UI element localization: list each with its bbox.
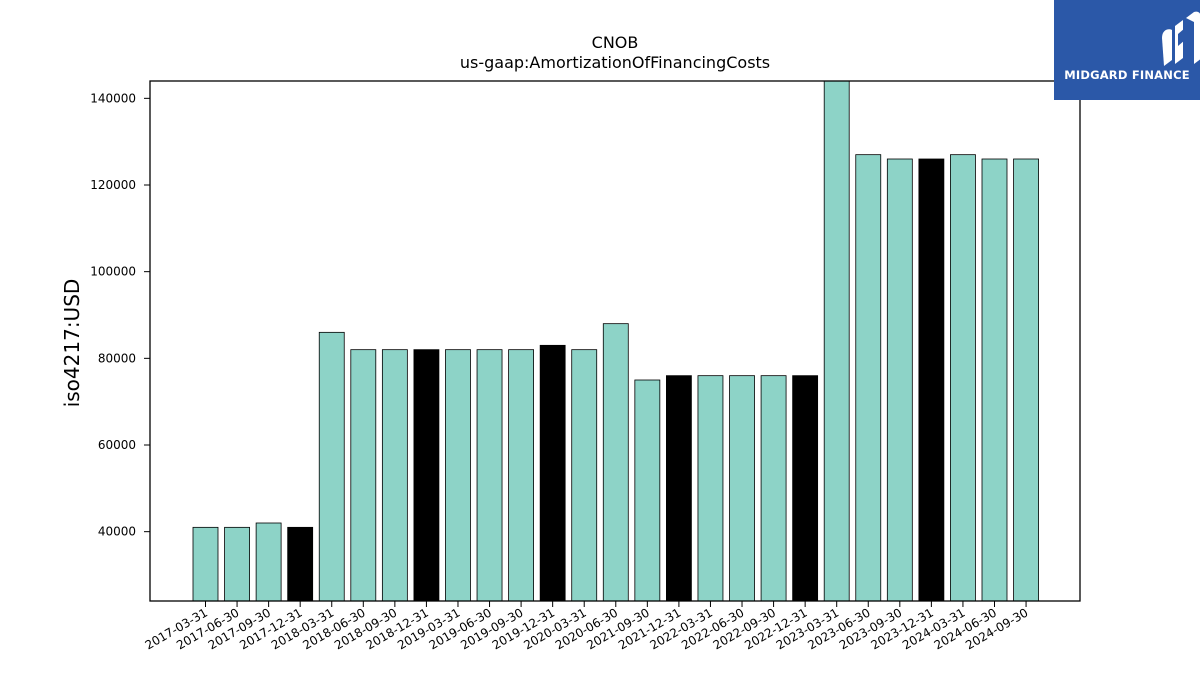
bar-2017-06-30 bbox=[224, 526, 250, 601]
y-tick-label: 140000 bbox=[90, 91, 136, 105]
bar-2022-12-31 bbox=[792, 375, 819, 601]
logo-mark-icon bbox=[1162, 11, 1200, 66]
bar-2018-03-31 bbox=[318, 331, 345, 601]
x-axis: 2017-03-312017-06-302017-09-302017-12-31… bbox=[143, 601, 1031, 652]
bar-2024-03-31 bbox=[950, 154, 976, 601]
bar-2017-09-30 bbox=[255, 522, 282, 601]
y-tick-label: 80000 bbox=[98, 351, 136, 365]
bar-2021-12-31 bbox=[666, 375, 692, 601]
bar-2021-09-30 bbox=[634, 379, 661, 601]
logo-text: MIDGARD FINANCE bbox=[1064, 68, 1190, 82]
bar-2024-06-30 bbox=[981, 158, 1008, 601]
bar-2022-09-30 bbox=[760, 375, 787, 601]
bar-2018-09-30 bbox=[381, 349, 408, 601]
chart-title: CNOB bbox=[592, 33, 639, 52]
bar-2018-06-30 bbox=[350, 349, 377, 601]
bar-2020-06-30 bbox=[602, 323, 629, 601]
bars-group bbox=[192, 81, 1039, 601]
plot-frame bbox=[149, 80, 1081, 602]
bar-2019-06-30 bbox=[476, 349, 503, 601]
y-tick-label: 120000 bbox=[90, 178, 136, 192]
bar-2019-12-31 bbox=[539, 344, 566, 601]
bar-2022-06-30 bbox=[729, 375, 755, 601]
bar-2019-09-30 bbox=[508, 349, 535, 601]
bar-2023-06-30 bbox=[855, 154, 882, 601]
bar-2023-12-31 bbox=[918, 158, 945, 601]
bar-2018-12-31 bbox=[413, 349, 440, 601]
y-axis-label: iso4217:USD bbox=[60, 279, 84, 408]
y-tick-label: 40000 bbox=[98, 525, 136, 539]
chart-subtitle: us-gaap:AmortizationOfFinancingCosts bbox=[460, 53, 770, 72]
midgard-finance-logo: MIDGARD FINANCE bbox=[1054, 0, 1200, 100]
y-axis: 40000 60000 80000 100000 120000 140000 bbox=[90, 91, 150, 539]
y-tick-label: 100000 bbox=[90, 265, 136, 279]
y-tick-label: 60000 bbox=[98, 438, 136, 452]
bar-2023-03-31 bbox=[823, 81, 850, 601]
bar-2020-03-31 bbox=[571, 349, 598, 601]
bar-2024-09-30 bbox=[1013, 158, 1039, 601]
bar-2022-03-31 bbox=[697, 375, 724, 601]
bar-2019-03-31 bbox=[445, 349, 471, 601]
bar-2023-09-30 bbox=[886, 158, 913, 601]
bar-2017-12-31 bbox=[287, 526, 314, 601]
bar-2017-03-31 bbox=[192, 526, 219, 601]
